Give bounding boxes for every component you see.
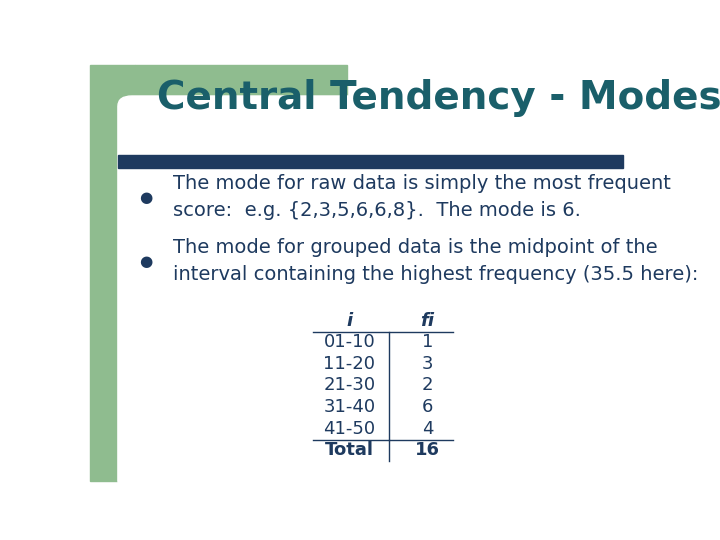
Bar: [90, 65, 135, 481]
Text: 01-10: 01-10: [323, 333, 375, 351]
Text: 3: 3: [422, 355, 433, 373]
Text: i: i: [346, 312, 353, 329]
Text: 2: 2: [422, 376, 433, 394]
Text: 6: 6: [422, 398, 433, 416]
Text: 31-40: 31-40: [323, 398, 376, 416]
Text: 16: 16: [415, 441, 440, 459]
Text: The mode for grouped data is the midpoint of the
interval containing the highest: The mode for grouped data is the midpoin…: [173, 238, 698, 284]
Text: fi: fi: [420, 312, 435, 329]
Text: 1: 1: [422, 333, 433, 351]
FancyBboxPatch shape: [118, 96, 662, 491]
Text: ●: ●: [139, 190, 153, 205]
Bar: [135, 65, 346, 156]
Text: Central Tendency - Modes: Central Tendency - Modes: [157, 79, 720, 117]
Bar: [118, 156, 623, 168]
Text: 41-50: 41-50: [323, 420, 376, 437]
Text: 21-30: 21-30: [323, 376, 376, 394]
Text: 11-20: 11-20: [323, 355, 375, 373]
Text: 4: 4: [422, 420, 433, 437]
Text: The mode for raw data is simply the most frequent
score:  e.g. {2,3,5,6,6,8}.  T: The mode for raw data is simply the most…: [173, 174, 670, 220]
Text: ●: ●: [139, 254, 153, 268]
Text: Total: Total: [325, 441, 374, 459]
